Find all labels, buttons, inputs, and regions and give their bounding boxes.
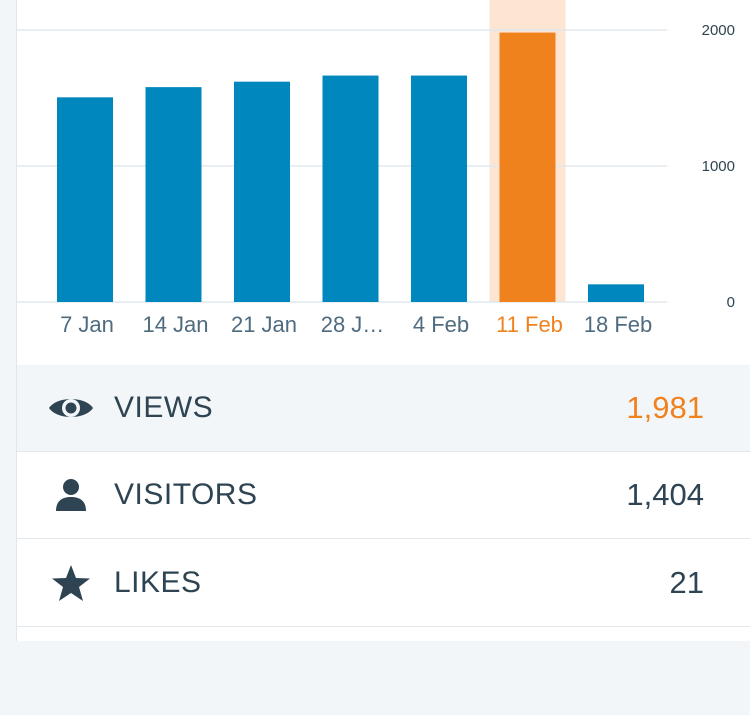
x-tick-label: 11 Feb	[496, 312, 563, 337]
likes-row[interactable]: LIKES 21	[17, 540, 750, 627]
star-icon	[47, 559, 95, 607]
bar	[588, 284, 644, 302]
x-tick-label: 14 Jan	[142, 312, 208, 337]
bar	[322, 75, 379, 302]
eye-icon	[47, 384, 95, 432]
likes-label: LIKES	[114, 566, 202, 599]
bar	[411, 75, 467, 302]
visitors-row[interactable]: VISITORS 1,404	[17, 452, 750, 539]
views-bar-chart[interactable]: 0 1000 2000 7 Jan 14 Jan 21 Jan 28 J… 4 Feb 11 F…	[17, 0, 750, 365]
bar	[234, 81, 290, 303]
views-row[interactable]: VIEWS 1,981	[17, 365, 750, 452]
visitors-label: VISITORS	[114, 478, 258, 511]
chart-svg: 0 1000 2000 7 Jan 14 Jan 21 Jan 28 J… 4 Feb 11 F…	[17, 0, 735, 337]
y-tick-label: 0	[727, 294, 735, 311]
bar	[57, 97, 113, 302]
likes-value: 21	[669, 565, 704, 600]
bar	[499, 32, 556, 303]
views-value: 1,981	[626, 390, 704, 425]
x-tick-label: 28 J…	[321, 312, 385, 337]
x-tick-label: 18 Feb	[584, 312, 653, 337]
y-tick-label: 1000	[702, 158, 735, 175]
x-tick-label: 7 Jan	[60, 312, 114, 337]
bar	[145, 87, 202, 303]
views-label: VIEWS	[114, 391, 214, 424]
stats-card: 0 1000 2000 7 Jan 14 Jan 21 Jan 28 J… 4 Feb 11 F…	[16, 0, 750, 641]
x-tick-label: 21 Jan	[231, 312, 297, 337]
y-tick-label: 2000	[702, 22, 735, 39]
x-tick-label: 4 Feb	[413, 312, 469, 337]
next-row[interactable]	[17, 628, 750, 715]
visitors-value: 1,404	[626, 477, 704, 512]
person-icon	[47, 471, 95, 519]
